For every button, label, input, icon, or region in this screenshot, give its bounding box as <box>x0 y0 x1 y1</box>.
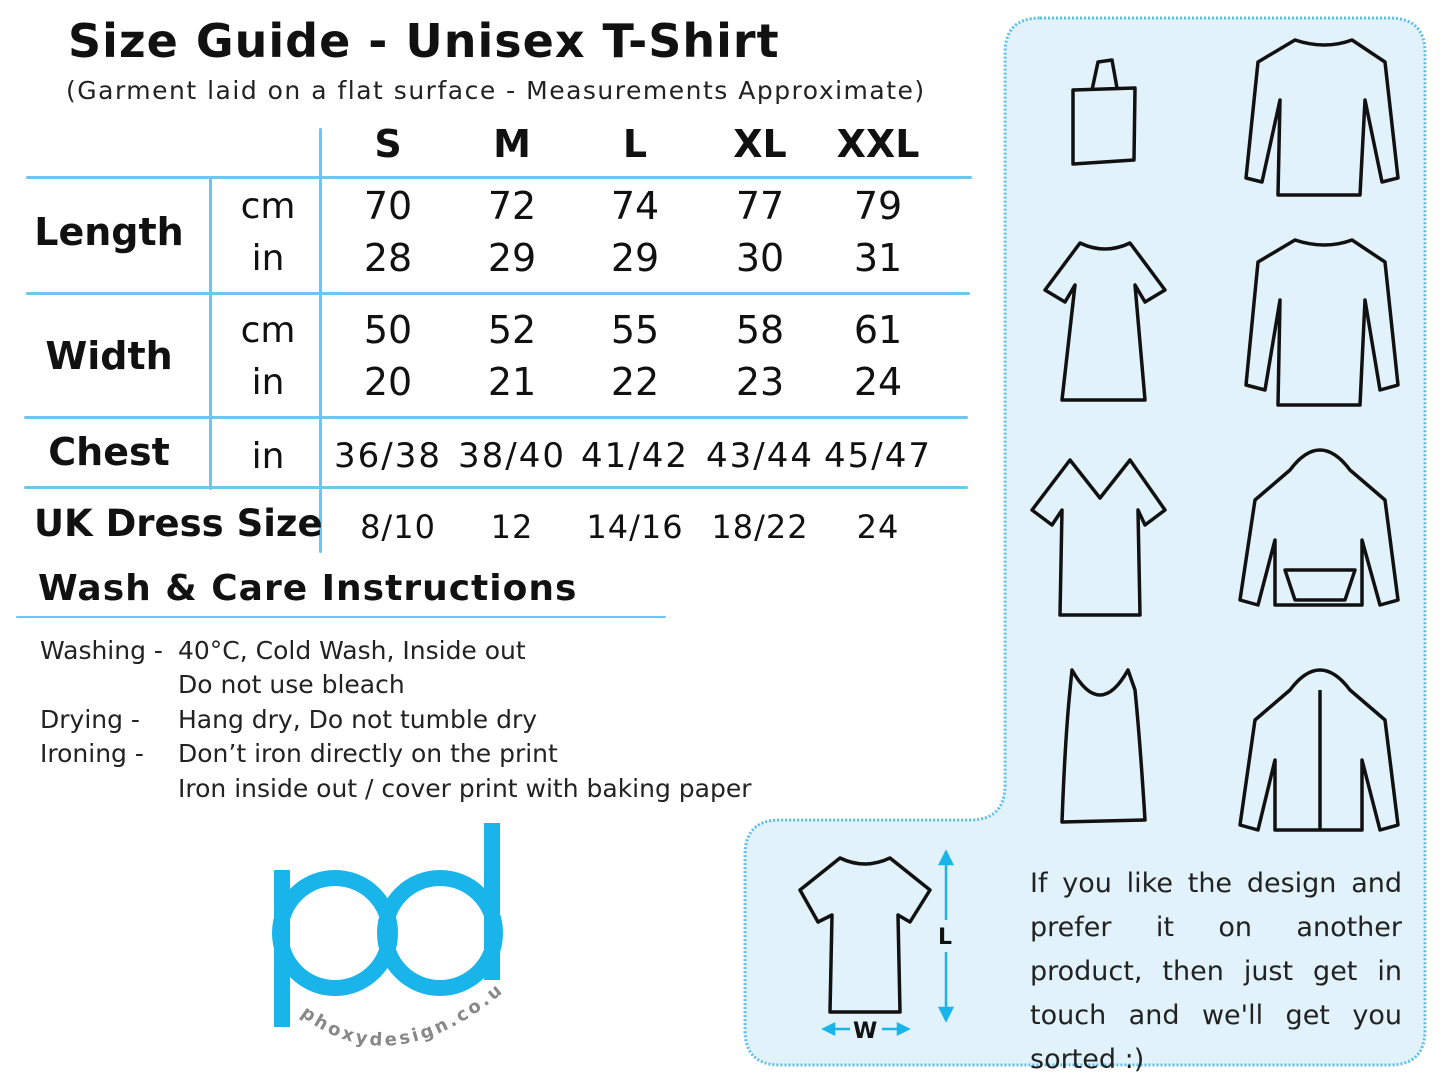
length-in-cell: 31 <box>853 236 903 280</box>
tank-top-icon <box>1060 668 1147 824</box>
size-header-xxl: XXL <box>836 122 920 166</box>
length-cm-cell: 74 <box>610 184 660 228</box>
zip-hoodie-icon <box>1238 668 1400 832</box>
row-label-chest: Chest <box>48 430 170 474</box>
page-title: Size Guide - Unisex T-Shirt <box>68 14 780 68</box>
chest-cell: 36/38 <box>334 436 442 476</box>
length-in-cell: 29 <box>610 236 660 280</box>
care-drying-line: Hang dry, Do not tumble dry <box>178 705 538 734</box>
width-cm-cell: 52 <box>487 308 537 352</box>
care-ironing-label: Ironing - <box>40 739 144 768</box>
width-in-cell: 23 <box>735 360 785 404</box>
length-cm-cell: 72 <box>487 184 537 228</box>
length-marker: L <box>938 925 952 950</box>
care-washing-line: 40°C, Cold Wash, Inside out <box>178 636 526 665</box>
contact-message: If you like the design and prefer it on … <box>1030 868 1402 1075</box>
fitted-tshirt-icon <box>1043 241 1167 402</box>
unit-cm: cm <box>240 310 296 351</box>
length-in-cell: 29 <box>487 236 537 280</box>
width-in-cell: 21 <box>487 360 537 404</box>
divider <box>26 176 972 179</box>
width-in-cell: 24 <box>853 360 903 404</box>
care-ironing-line: Don’t iron directly on the print <box>178 739 558 768</box>
unit-in: in <box>251 238 285 279</box>
hoodie-icon <box>1238 448 1400 607</box>
tote-bag-icon <box>1071 58 1137 166</box>
width-in-cell: 22 <box>610 360 660 404</box>
row-label-width: Width <box>45 334 173 378</box>
size-header-xl: XL <box>733 122 787 166</box>
width-marker: W <box>853 1019 877 1044</box>
chest-cell: 45/47 <box>824 436 932 476</box>
divider <box>24 416 968 419</box>
divider <box>26 292 970 295</box>
care-title: Wash & Care Instructions <box>38 568 578 609</box>
uk-size-cell: 18/22 <box>711 508 809 546</box>
care-washing-label: Washing - <box>40 636 163 665</box>
divider <box>209 178 212 490</box>
length-in-cell: 28 <box>363 236 413 280</box>
row-label-uk-dress-size: UK Dress Size <box>34 502 323 545</box>
size-header-m: M <box>493 122 531 166</box>
divider <box>24 486 968 489</box>
length-cm-cell: 79 <box>853 184 903 228</box>
divider <box>16 616 666 618</box>
size-header-l: L <box>622 122 648 166</box>
unit-in: in <box>251 362 285 403</box>
width-cm-cell: 50 <box>363 308 413 352</box>
page-subtitle: (Garment laid on a flat surface - Measur… <box>66 76 926 105</box>
row-label-length: Length <box>34 210 184 254</box>
sweatshirt-icon <box>1244 238 1400 407</box>
uk-size-cell: 12 <box>490 508 534 546</box>
size-header-s: S <box>374 122 402 166</box>
chest-cell: 43/44 <box>706 436 814 476</box>
length-cm-cell: 70 <box>363 184 413 228</box>
length-cm-cell: 77 <box>735 184 785 228</box>
chest-cell: 41/42 <box>581 436 689 476</box>
divider <box>319 128 322 553</box>
measure-arrows <box>821 849 955 1037</box>
care-drying-label: Drying - <box>40 705 140 734</box>
uk-size-cell: 8/10 <box>360 508 436 546</box>
width-in-cell: 20 <box>363 360 413 404</box>
care-ironing-line: Iron inside out / cover print with bakin… <box>178 774 752 803</box>
unit-in: in <box>251 436 285 477</box>
vneck-tshirt-icon <box>1030 458 1167 617</box>
chest-cell: 38/40 <box>458 436 566 476</box>
width-cm-cell: 58 <box>735 308 785 352</box>
measure-tshirt-icon <box>798 856 932 1014</box>
care-washing-line: Do not use bleach <box>178 670 405 699</box>
phoxydesign-logo: phoxydesign.co.uk <box>260 815 505 1051</box>
uk-size-cell: 14/16 <box>586 508 684 546</box>
width-cm-cell: 61 <box>853 308 903 352</box>
width-cm-cell: 55 <box>610 308 660 352</box>
unit-cm: cm <box>240 186 296 227</box>
uk-size-cell: 24 <box>856 508 900 546</box>
long-sleeve-icon <box>1244 38 1400 197</box>
length-in-cell: 30 <box>735 236 785 280</box>
